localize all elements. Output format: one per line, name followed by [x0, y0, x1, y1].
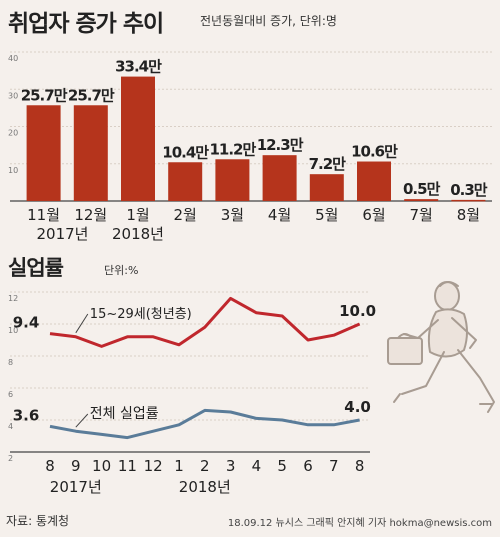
x-tick-label: 2월 [174, 206, 197, 224]
series-leader-line [75, 413, 89, 428]
end-value-label: 4.0 [344, 398, 371, 416]
series-name-label: 전체 실업률 [90, 406, 159, 422]
bar [451, 199, 486, 202]
page-title: 취업자 증가 추이 [8, 11, 164, 37]
bar [309, 174, 344, 201]
bar-value-label: 0.3만 [450, 181, 488, 199]
bar [121, 76, 155, 201]
bar-value-label: 12.3만 [257, 136, 304, 154]
y-tick-label: 20 [8, 129, 18, 138]
year-label: 2018년 [112, 225, 164, 243]
x-tick-label: 3 [226, 457, 236, 475]
bar-value-label: 33.4만 [115, 58, 162, 76]
bar-value-label: 25.7만 [68, 86, 115, 104]
series-leader-line [75, 313, 89, 334]
start-value-label: 3.6 [13, 406, 40, 424]
series-line [49, 296, 361, 348]
bar-value-label: 7.2만 [309, 155, 347, 173]
bar-value-label: 10.6만 [351, 143, 398, 161]
y-tick-label: 10 [8, 166, 18, 175]
x-tick-label: 3월 [221, 206, 244, 224]
x-tick-label: 11월 [27, 206, 60, 224]
bar-value-label: 10.4만 [162, 143, 209, 161]
source-note: 자료: 통계청 [6, 514, 70, 528]
x-tick-label: 4 [252, 457, 262, 475]
x-tick-label: 7월 [410, 206, 433, 224]
bar [26, 105, 61, 201]
x-tick-label: 12 [144, 457, 163, 475]
y-tick-label: 40 [8, 54, 18, 63]
x-tick-label: 2 [200, 457, 210, 475]
bar [168, 162, 203, 201]
x-tick-label: 5월 [315, 206, 338, 224]
x-tick-label: 11 [118, 457, 137, 475]
bar [404, 199, 439, 201]
y-tick-label: 2 [8, 454, 13, 463]
bar-value-label: 11.2만 [209, 140, 256, 158]
bar-value-label: 25.7만 [21, 86, 68, 104]
x-tick-label: 8 [45, 457, 55, 475]
x-tick-label: 6월 [362, 206, 385, 224]
x-tick-label: 12월 [74, 206, 107, 224]
x-tick-label: 8월 [457, 206, 480, 224]
x-tick-label: 9 [71, 457, 81, 475]
employment-bar-chart: 10 20 30 40 25.7만 11월 25.7만 12월 33.4만 1월 10.4만 2월 11… [8, 51, 492, 243]
x-tick-label: 4월 [268, 206, 291, 224]
year-label: 2017년 [36, 225, 88, 243]
end-value-label: 10.0 [339, 302, 376, 320]
y-tick-label: 6 [8, 390, 13, 399]
unemployment-title: 실업률 [8, 256, 64, 280]
x-tick-label: 1 [174, 457, 184, 475]
x-tick-label: 10 [92, 457, 111, 475]
x-tick-label: 8 [355, 457, 365, 475]
y-tick-label: 12 [8, 294, 18, 303]
y-tick-label: 30 [8, 91, 18, 100]
chart-subtitle: 전년동월대비 증가, 단위:명 [200, 14, 337, 28]
y-tick-label: 10 [8, 326, 18, 335]
bar [215, 159, 250, 201]
x-tick-label: 7 [329, 457, 339, 475]
start-value-label: 9.4 [13, 314, 40, 332]
bar-value-label: 0.5만 [403, 180, 441, 198]
credit-note: 18.09.12 뉴시스 그래픽 안지혜 기자 hokma@newsis.com [227, 518, 492, 529]
year-label: 2017년 [50, 478, 102, 496]
bar [357, 161, 391, 201]
year-label: 2018년 [179, 478, 231, 496]
y-tick-label: 8 [8, 358, 13, 367]
series-name-label: 15~29세(청년층) [90, 307, 192, 322]
x-tick-label: 1월 [126, 206, 149, 224]
x-tick-label: 6 [303, 457, 313, 475]
unemployment-unit: 단위:% [104, 264, 139, 277]
bar [73, 105, 108, 201]
running-man-illustration [387, 281, 495, 413]
x-tick-label: 5 [277, 457, 287, 475]
bar [262, 155, 297, 201]
y-tick-label: 4 [8, 422, 13, 431]
